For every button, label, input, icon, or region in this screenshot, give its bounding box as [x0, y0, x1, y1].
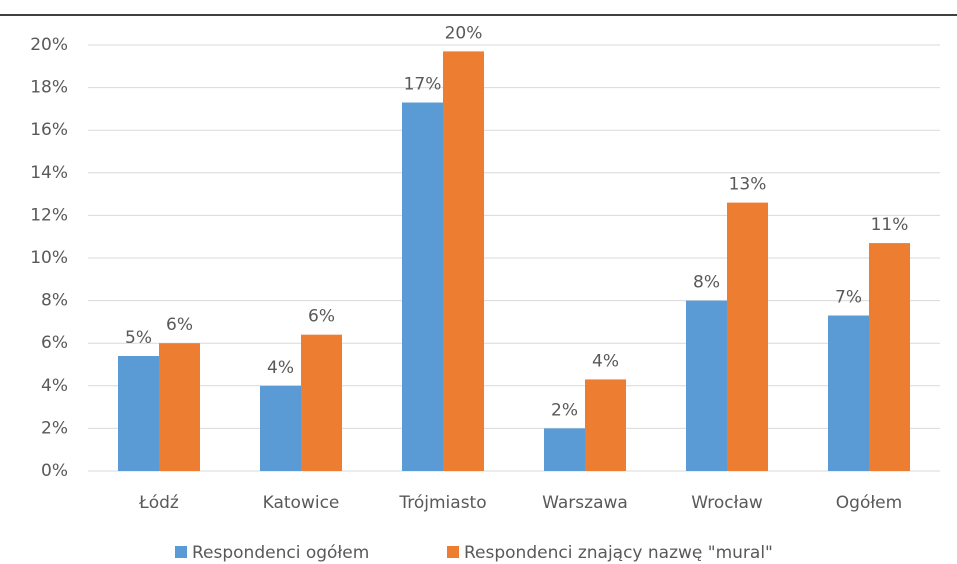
- bar: [260, 385, 301, 471]
- x-tick-label: Trójmiasto: [398, 493, 486, 513]
- bar: [301, 334, 342, 471]
- bar: [544, 428, 585, 471]
- x-tick-label: Łódź: [138, 493, 179, 513]
- y-tick-label: 6%: [41, 333, 68, 353]
- y-tick-label: 2%: [41, 418, 68, 438]
- data-label: 13%: [729, 175, 767, 195]
- bar: [159, 343, 200, 471]
- legend-label: Respondenci ogółem: [192, 543, 369, 563]
- y-tick-label: 18%: [30, 78, 68, 98]
- y-tick-label: 10%: [30, 248, 68, 268]
- legend-label: Respondenci znający nazwę "mural": [464, 543, 773, 563]
- legend-swatch: [447, 546, 459, 558]
- y-tick-label: 14%: [30, 163, 68, 183]
- x-tick-label: Warszawa: [542, 493, 628, 513]
- x-tick-label: Wrocław: [691, 493, 763, 513]
- data-label: 2%: [551, 400, 578, 420]
- data-label: 11%: [871, 215, 909, 235]
- data-label: 6%: [166, 315, 193, 335]
- bar: [869, 243, 910, 471]
- data-label: 20%: [445, 23, 483, 43]
- y-tick-label: 0%: [41, 461, 68, 481]
- y-tick-label: 12%: [30, 205, 68, 225]
- bar: [686, 300, 727, 471]
- data-label: 7%: [835, 288, 862, 308]
- data-label: 4%: [592, 351, 619, 371]
- y-tick-label: 8%: [41, 291, 68, 311]
- data-label: 4%: [267, 358, 294, 378]
- bar: [585, 379, 626, 471]
- y-tick-label: 16%: [30, 120, 68, 140]
- x-tick-label: Katowice: [263, 493, 340, 513]
- bar: [118, 355, 159, 471]
- y-tick-label: 4%: [41, 376, 68, 396]
- data-label: 17%: [404, 75, 442, 95]
- x-tick-label: Ogółem: [836, 493, 902, 513]
- bar: [727, 202, 768, 471]
- data-label: 5%: [125, 328, 152, 348]
- data-label: 8%: [693, 273, 720, 293]
- bar: [443, 51, 484, 471]
- legend-swatch: [175, 546, 187, 558]
- bar: [828, 315, 869, 471]
- y-tick-label: 20%: [30, 35, 68, 55]
- bar: [402, 102, 443, 471]
- data-label: 6%: [308, 307, 335, 327]
